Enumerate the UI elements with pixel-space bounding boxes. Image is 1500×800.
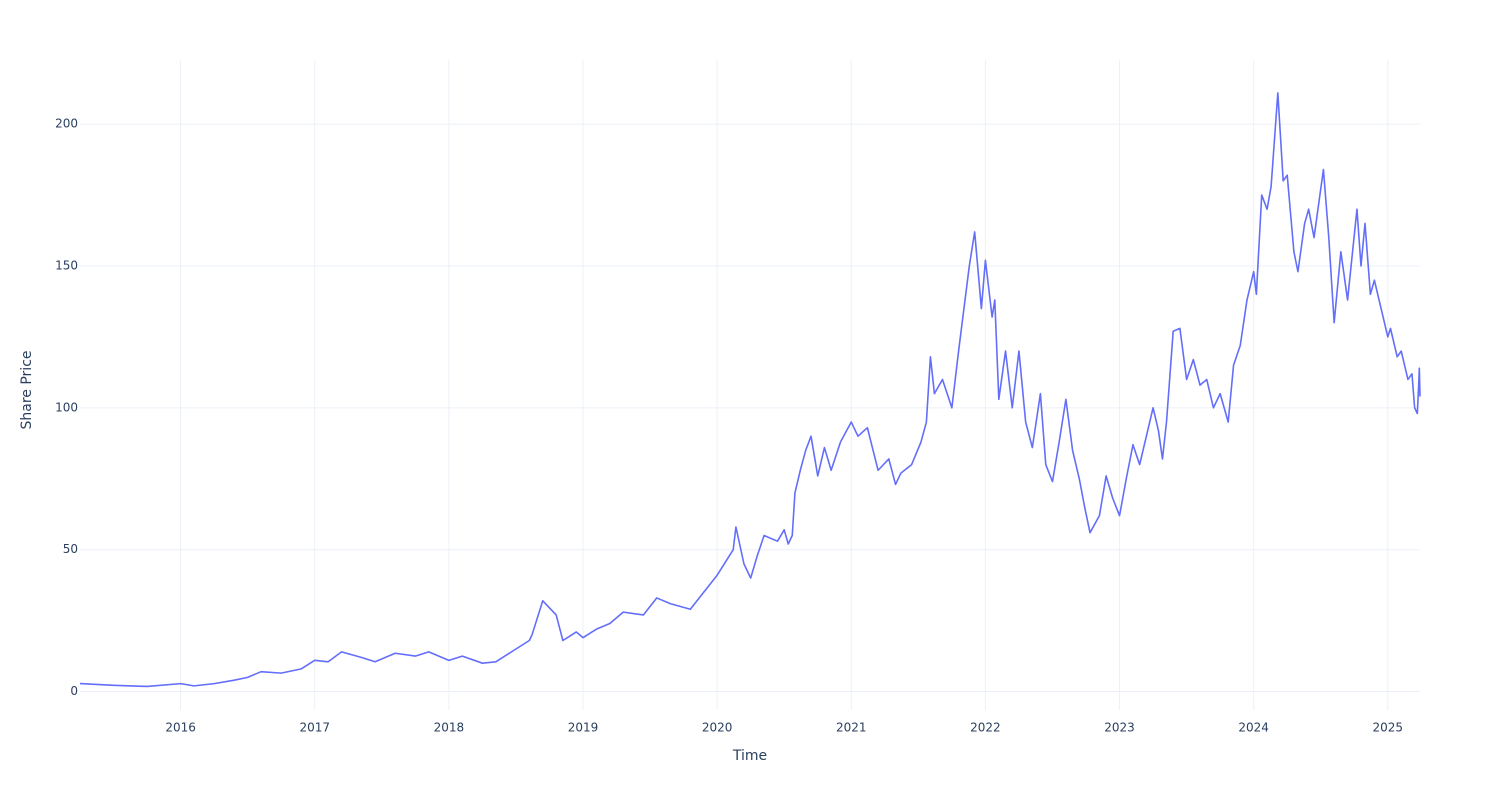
x-tick-label: 2023 xyxy=(1104,721,1135,735)
x-tick-label: 2019 xyxy=(568,721,599,735)
y-tick-label: 50 xyxy=(63,542,78,556)
x-tick-label: 2020 xyxy=(702,721,733,735)
price-line xyxy=(79,92,1421,688)
x-tick-label: 2021 xyxy=(836,721,867,735)
x-tick-label: 2018 xyxy=(434,721,465,735)
y-tick-label: 200 xyxy=(55,117,78,131)
x-tick-label: 2022 xyxy=(970,721,1001,735)
y-tick-label: 150 xyxy=(55,258,78,272)
y-axis-title: Share Price xyxy=(19,350,35,429)
x-tick-label: 2016 xyxy=(165,721,196,735)
y-tick-label: 100 xyxy=(55,400,78,414)
x-tick-label: 2024 xyxy=(1238,721,1269,735)
y-tick-label: 0 xyxy=(70,684,78,698)
x-tick-label: 2025 xyxy=(1373,721,1404,735)
x-axis-title: Time xyxy=(732,748,767,764)
x-tick-label: 2017 xyxy=(299,721,330,735)
